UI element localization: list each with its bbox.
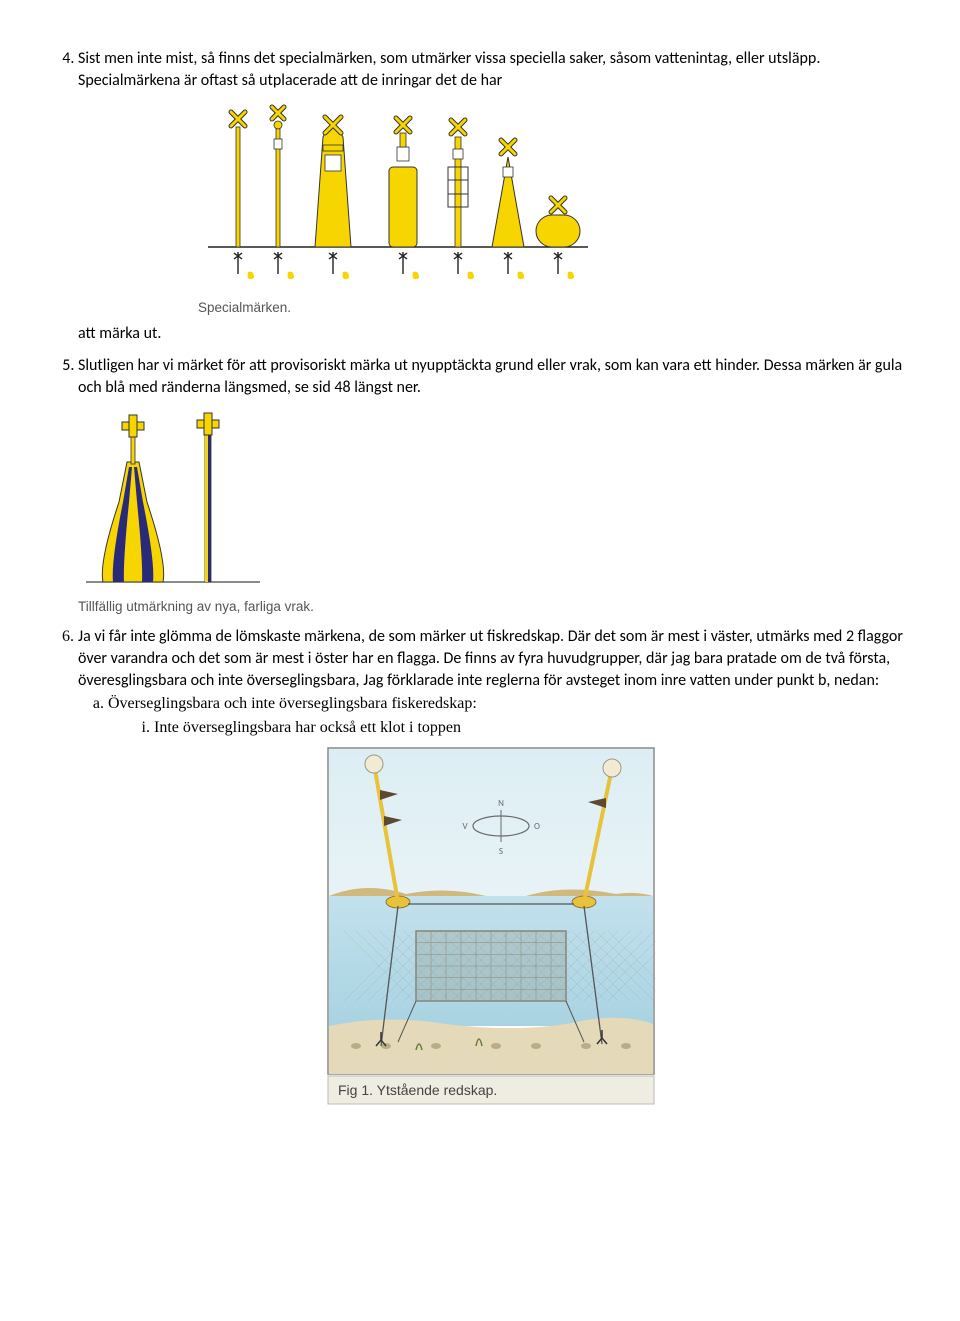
p5-figure: Tillfällig utmärkning av nya, farliga vr… (78, 412, 904, 616)
p4-text-after: att märka ut. (78, 324, 161, 343)
p4-figure: Specialmärken. (198, 97, 904, 317)
p4-text-before: Sist men inte mist, så finns det special… (78, 49, 820, 90)
p5-text: Slutligen har vi märket för att provisor… (78, 356, 902, 397)
p6-a-label: Överseglingsbara och inte överseglingsba… (108, 695, 477, 712)
svg-text:Fig 1. Ytstående redskap.: Fig 1. Ytstående redskap. (338, 1082, 497, 1098)
svg-text:V: V (462, 821, 468, 832)
svg-text:N: N (498, 798, 504, 809)
list-item-4: Sist men inte mist, så finns det special… (78, 48, 904, 345)
p6-text: Ja vi får inte glömma de lömskaste märke… (78, 627, 903, 689)
list-item-5: Slutligen har vi märket för att provisor… (78, 355, 904, 616)
list-item-6: Ja vi får inte glömma de lömskaste märke… (78, 626, 904, 1106)
p6-a: Överseglingsbara och inte överseglingsba… (108, 693, 904, 738)
specialmarken-svg (198, 97, 598, 297)
p6-figure: N S V O Fig 1. Ytstående redskap. (78, 746, 904, 1106)
fiskeredskap-svg: N S V O Fig 1. Ytstående redskap. (326, 746, 656, 1106)
svg-text:O: O (534, 821, 540, 832)
p5-caption: Tillfällig utmärkning av nya, farliga vr… (78, 598, 904, 616)
p6-i: Inte överseglingsbara har också ett klot… (154, 717, 904, 739)
vrak-svg (78, 412, 268, 592)
svg-text:S: S (499, 846, 503, 857)
p4-caption: Specialmärken. (198, 299, 904, 317)
p6-i-label: Inte överseglingsbara har också ett klot… (154, 719, 461, 736)
